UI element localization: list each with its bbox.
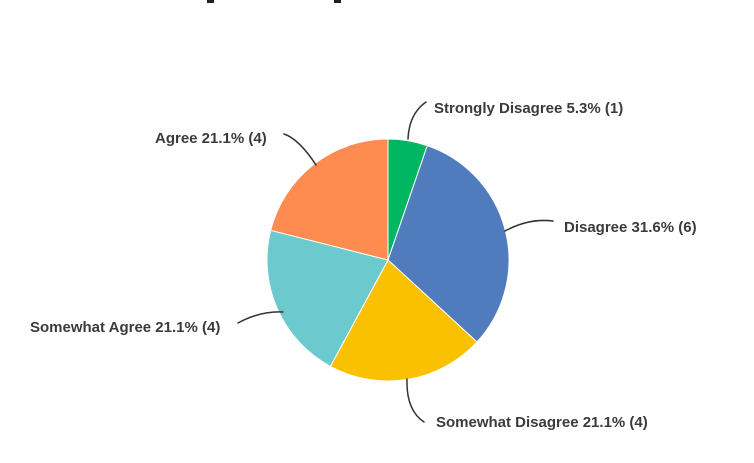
pie-label-strongly-disagree: Strongly Disagree 5.3% (1) bbox=[434, 100, 624, 117]
clipped-title-fragment bbox=[334, 0, 341, 3]
pie-slice-agree bbox=[270, 138, 389, 261]
pie-label-agree: Agree 21.1% (4) bbox=[155, 130, 267, 147]
clipped-title-fragment bbox=[207, 0, 214, 3]
callout-line-agree bbox=[283, 133, 317, 166]
pie-label-somewhat-disagree: Somewhat Disagree 21.1% (4) bbox=[436, 414, 648, 431]
callout-line-somewhat-agree bbox=[237, 311, 284, 324]
pie-label-somewhat-agree: Somewhat Agree 21.1% (4) bbox=[30, 319, 221, 336]
pie-label-disagree: Disagree 31.6% (6) bbox=[564, 219, 697, 236]
pie-slice-somewhat-agree bbox=[266, 229, 389, 368]
pie-slice-somewhat-disagree bbox=[329, 259, 478, 382]
callout-line-strongly-disagree bbox=[407, 101, 427, 140]
callout-line-somewhat-disagree bbox=[406, 378, 425, 423]
callout-line-disagree bbox=[504, 219, 554, 232]
